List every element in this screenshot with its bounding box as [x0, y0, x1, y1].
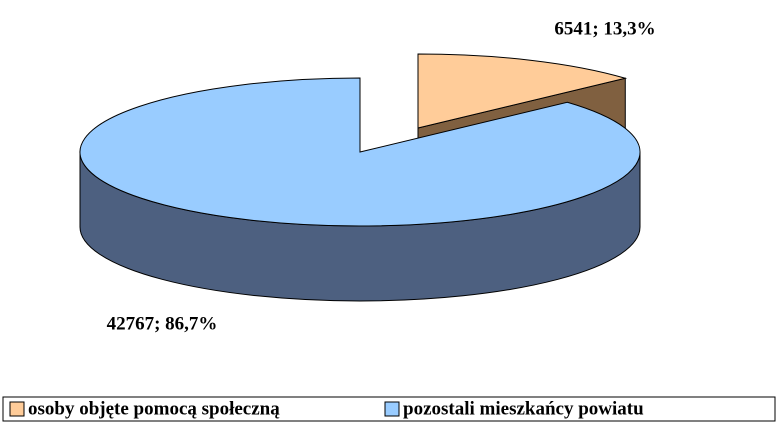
legend-swatch	[9, 401, 25, 417]
data-label: 6541; 13,3%	[554, 18, 655, 39]
slice	[79, 77, 641, 227]
slice	[417, 53, 628, 129]
legend-label: pozostali mieszkańcy powiatu	[403, 398, 644, 419]
legend-label: osoby objęte pomocą społeczną	[28, 398, 280, 419]
legend-swatch	[384, 401, 400, 417]
data-label: 42767; 86,7%	[107, 313, 218, 334]
